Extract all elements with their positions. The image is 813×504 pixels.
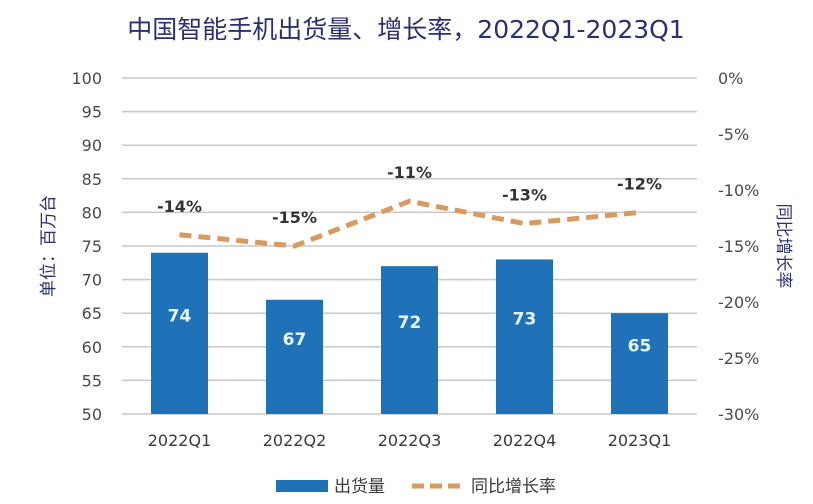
category-label: 2022Q2 — [263, 431, 327, 450]
y-tick-label: 90 — [82, 136, 102, 155]
y2-tick-label: -15% — [718, 237, 759, 256]
legend-bar-swatch — [276, 480, 328, 492]
y2-tick-label: -25% — [718, 349, 759, 368]
bar-value-label: 74 — [168, 306, 192, 326]
legend-label-growth: 同比增长率 — [471, 477, 556, 497]
y-tick-label: 55 — [82, 371, 102, 390]
category-label: 2022Q1 — [148, 431, 212, 450]
y-tick-label: 100 — [71, 69, 102, 88]
y-tick-label: 80 — [82, 203, 102, 222]
legend-label-shipments: 出货量 — [334, 477, 385, 497]
chart-title: 中国智能手机出货量、增长率，2022Q1-2023Q1 — [127, 15, 684, 44]
category-label: 2022Q3 — [378, 431, 442, 450]
right-axis-label: 同比增长率 — [773, 204, 793, 289]
bar — [381, 266, 438, 414]
bar — [611, 313, 668, 414]
y-tick-label: 60 — [82, 338, 102, 357]
y2-tick-label: -20% — [718, 293, 759, 312]
y-tick-label: 50 — [82, 405, 102, 424]
category-axis: 2022Q1 2022Q2 2022Q3 2022Q4 2023Q1 — [148, 431, 672, 450]
y-tick-label: 70 — [82, 271, 102, 290]
line-value-label: -12% — [617, 174, 662, 193]
category-label: 2022Q4 — [493, 431, 557, 450]
left-axis-label: 单位：百万台 — [39, 195, 59, 297]
bar-value-label: 72 — [398, 313, 422, 333]
line-value-label: -13% — [502, 186, 547, 205]
bar — [496, 259, 553, 414]
y-tick-label: 65 — [82, 304, 102, 323]
category-label: 2023Q1 — [608, 431, 672, 450]
bar — [266, 299, 323, 414]
y2-tick-label: -10% — [718, 181, 759, 200]
bar-series: 74 67 72 73 65 — [151, 252, 668, 414]
y2-tick-label: -30% — [718, 405, 759, 424]
line-value-label: -14% — [157, 197, 202, 216]
y-tick-label: 85 — [82, 170, 102, 189]
bar — [151, 252, 208, 414]
y-tick-label: 95 — [82, 103, 102, 122]
line-value-label: -11% — [387, 163, 432, 182]
legend: 出货量 同比增长率 — [276, 477, 556, 497]
left-axis-ticks: 100 95 90 85 80 75 70 65 60 55 50 — [71, 69, 102, 424]
growth-line — [179, 198, 640, 249]
line-value-label: -15% — [272, 208, 317, 227]
y2-tick-label: 0% — [718, 69, 743, 88]
bar-value-label: 73 — [513, 310, 537, 330]
y-tick-label: 75 — [82, 237, 102, 256]
right-axis-ticks: 0% -5% -10% -15% -20% -25% -30% — [718, 69, 759, 424]
bar-value-label: 65 — [628, 337, 652, 357]
y2-tick-label: -5% — [718, 125, 749, 144]
line-series: -14% -15% -11% -13% -12% — [157, 163, 662, 249]
bar-value-label: 67 — [283, 330, 307, 350]
